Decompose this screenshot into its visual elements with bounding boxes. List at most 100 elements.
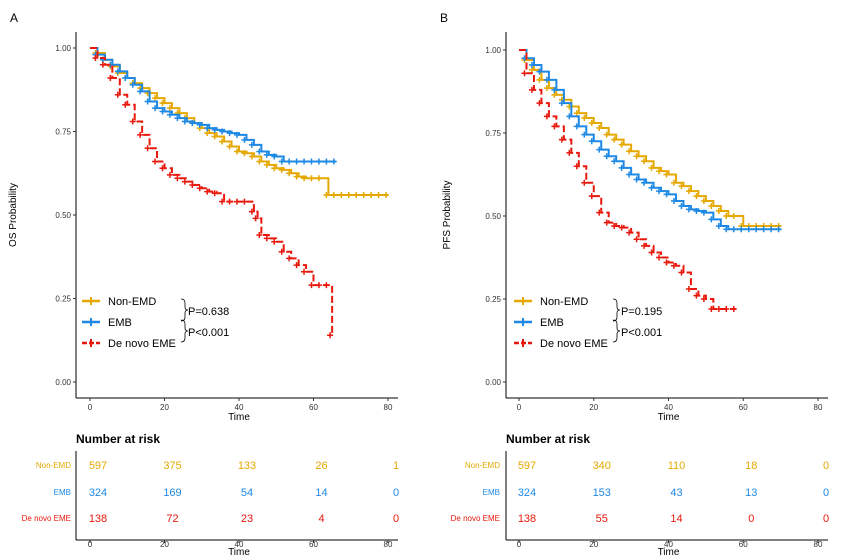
censor-mark [723, 226, 730, 233]
censor-mark [536, 76, 543, 83]
censor-mark [263, 161, 270, 168]
censor-mark [566, 113, 573, 120]
censor-mark [551, 86, 558, 93]
panel-B: B 0.00 0.25 0.50 0.75 1.00 0 20 40 60 80 Time PFS Pr… [440, 11, 829, 558]
censor-mark [286, 158, 293, 165]
censor-mark [581, 131, 588, 138]
risk-value: 0 [393, 513, 399, 525]
censor-mark [137, 131, 144, 138]
risk-value: 14 [670, 513, 682, 525]
censor-mark [144, 145, 151, 152]
censor-mark [648, 249, 655, 256]
censor-mark [196, 185, 203, 192]
legend-item: EMB [82, 317, 132, 329]
censor-mark [573, 163, 580, 170]
censor-mark [241, 150, 248, 157]
censor-mark [715, 305, 722, 312]
risk-value: 14 [315, 487, 327, 499]
y-axis-label: OS Probability [8, 183, 19, 247]
risk-value: 169 [163, 487, 181, 499]
risk-value: 18 [745, 460, 757, 472]
y-tick-label: 0.50 [485, 212, 501, 221]
risk-value: 43 [670, 487, 682, 499]
censor-mark [670, 198, 677, 205]
censor-mark [252, 215, 259, 222]
censor-mark [656, 188, 663, 195]
censor-mark [323, 158, 330, 165]
risk-value: 23 [241, 513, 253, 525]
p-value: P=0.195 [621, 306, 662, 318]
censor-mark [656, 254, 663, 261]
censor-mark [383, 191, 389, 198]
x-tick-label: 80 [814, 403, 823, 412]
x-tick-label: 20 [160, 403, 169, 412]
censor-mark [588, 120, 595, 127]
y-tick-label: 0.00 [485, 378, 501, 387]
censor-mark [723, 213, 730, 219]
censor-mark [301, 268, 308, 275]
censor-mark [618, 164, 625, 171]
censor-mark [603, 219, 610, 226]
censor-mark [588, 138, 595, 145]
risk-x-tick-label: 0 [517, 540, 522, 549]
risk-x-tick-label: 40 [235, 540, 244, 549]
censor-mark [219, 138, 226, 145]
censor-mark [129, 118, 136, 125]
censor-mark [715, 222, 722, 229]
risk-x-tick-label: 40 [664, 540, 673, 549]
censor-mark [700, 209, 707, 216]
censor-mark [144, 98, 151, 105]
censor-mark [196, 121, 203, 128]
y-tick-label: 1.00 [485, 46, 501, 55]
risk-value: 375 [163, 460, 181, 472]
legend-label: EMB [108, 317, 132, 329]
series-non-emd [519, 49, 782, 229]
censor-mark [189, 181, 196, 188]
series-non-emd [90, 47, 389, 198]
censor-mark [596, 146, 603, 153]
risk-row-name: EMB [54, 488, 71, 497]
x-tick-label: 60 [309, 403, 318, 412]
risk-value: 55 [596, 513, 608, 525]
censor-mark [618, 224, 625, 231]
censor-mark [129, 81, 136, 88]
censor-mark [107, 75, 114, 82]
censor-mark [543, 113, 550, 120]
risk-x-axis-label: Time [228, 547, 250, 558]
x-tick-label: 40 [235, 403, 244, 412]
risk-value: 153 [593, 487, 611, 499]
censor-mark [315, 158, 322, 165]
censor-mark [226, 143, 233, 150]
risk-row-name: De novo EME [22, 514, 71, 523]
y-tick-label: 0.50 [55, 211, 71, 220]
censor-mark [715, 208, 722, 215]
censor-mark [204, 188, 211, 195]
risk-value: 138 [89, 513, 107, 525]
censor-mark [588, 193, 595, 200]
censor-mark [775, 226, 782, 233]
p-value: P<0.001 [621, 327, 662, 339]
censor-mark [263, 235, 270, 242]
censor-mark [308, 282, 315, 289]
censor-mark [256, 158, 263, 165]
risk-value: 4 [318, 513, 324, 525]
censor-mark [159, 100, 166, 107]
censor-mark [166, 171, 173, 178]
censor-mark [330, 191, 337, 198]
censor-mark [286, 170, 293, 177]
km-curve [519, 49, 781, 231]
censor-mark [581, 179, 588, 186]
censor-mark [678, 183, 685, 190]
risk-value: 340 [593, 460, 611, 472]
x-tick-label: 0 [88, 403, 93, 412]
censor-mark [293, 262, 300, 269]
censor-mark [663, 171, 670, 178]
legend-label: Non-EMD [540, 296, 588, 308]
risk-value: 54 [241, 487, 253, 499]
censor-mark [92, 55, 99, 62]
risk-x-tick-label: 60 [309, 540, 318, 549]
censor-mark [353, 191, 360, 198]
censor-mark [114, 91, 121, 98]
censor-mark [693, 193, 700, 200]
censor-mark [308, 175, 315, 182]
